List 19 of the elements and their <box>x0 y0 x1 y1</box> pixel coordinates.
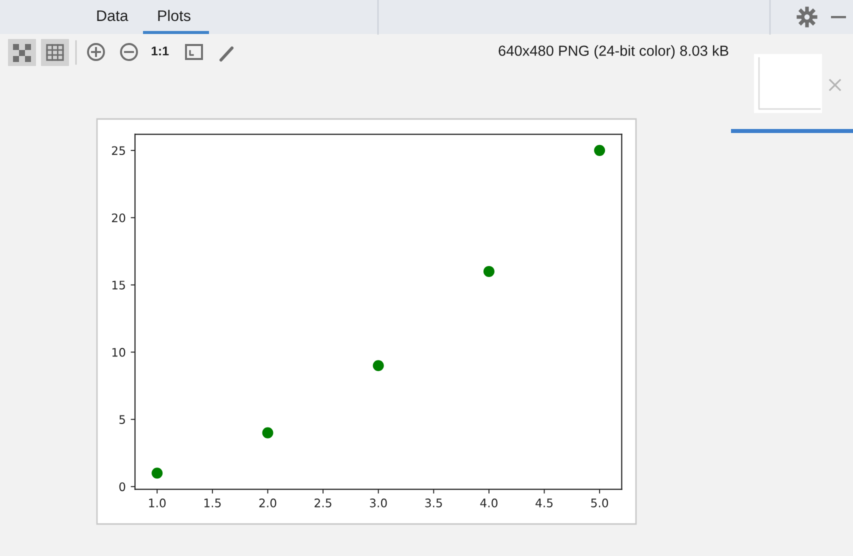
x-tick-label: 2.0 <box>259 498 276 508</box>
text: 640x480 PNG (24-bit color) 8.03 kB <box>498 45 728 59</box>
y-tick-label: 15 <box>112 280 125 290</box>
text: 1:1 <box>152 46 169 56</box>
y-tick-label: 0 <box>119 482 126 492</box>
x-tick-label: 1.0 <box>149 498 166 508</box>
x-tick-label: 3.0 <box>370 498 387 508</box>
y-tick-label: 20 <box>112 213 126 222</box>
y-tick-label: 25 <box>112 146 125 156</box>
x-tick-label: 3.5 <box>425 498 442 508</box>
x-tick-label: 1.5 <box>204 498 221 508</box>
y-tick-label: 10 <box>112 348 126 357</box>
text: Data <box>97 10 128 22</box>
x-tick-label: 4.0 <box>480 498 498 508</box>
y-tick-label: 5 <box>119 415 125 424</box>
x-tick-label: 5.0 <box>591 498 608 508</box>
x-tick-label: 4.5 <box>536 498 553 508</box>
text: Plots <box>158 10 190 22</box>
x-tick-label: 2.5 <box>314 498 332 508</box>
